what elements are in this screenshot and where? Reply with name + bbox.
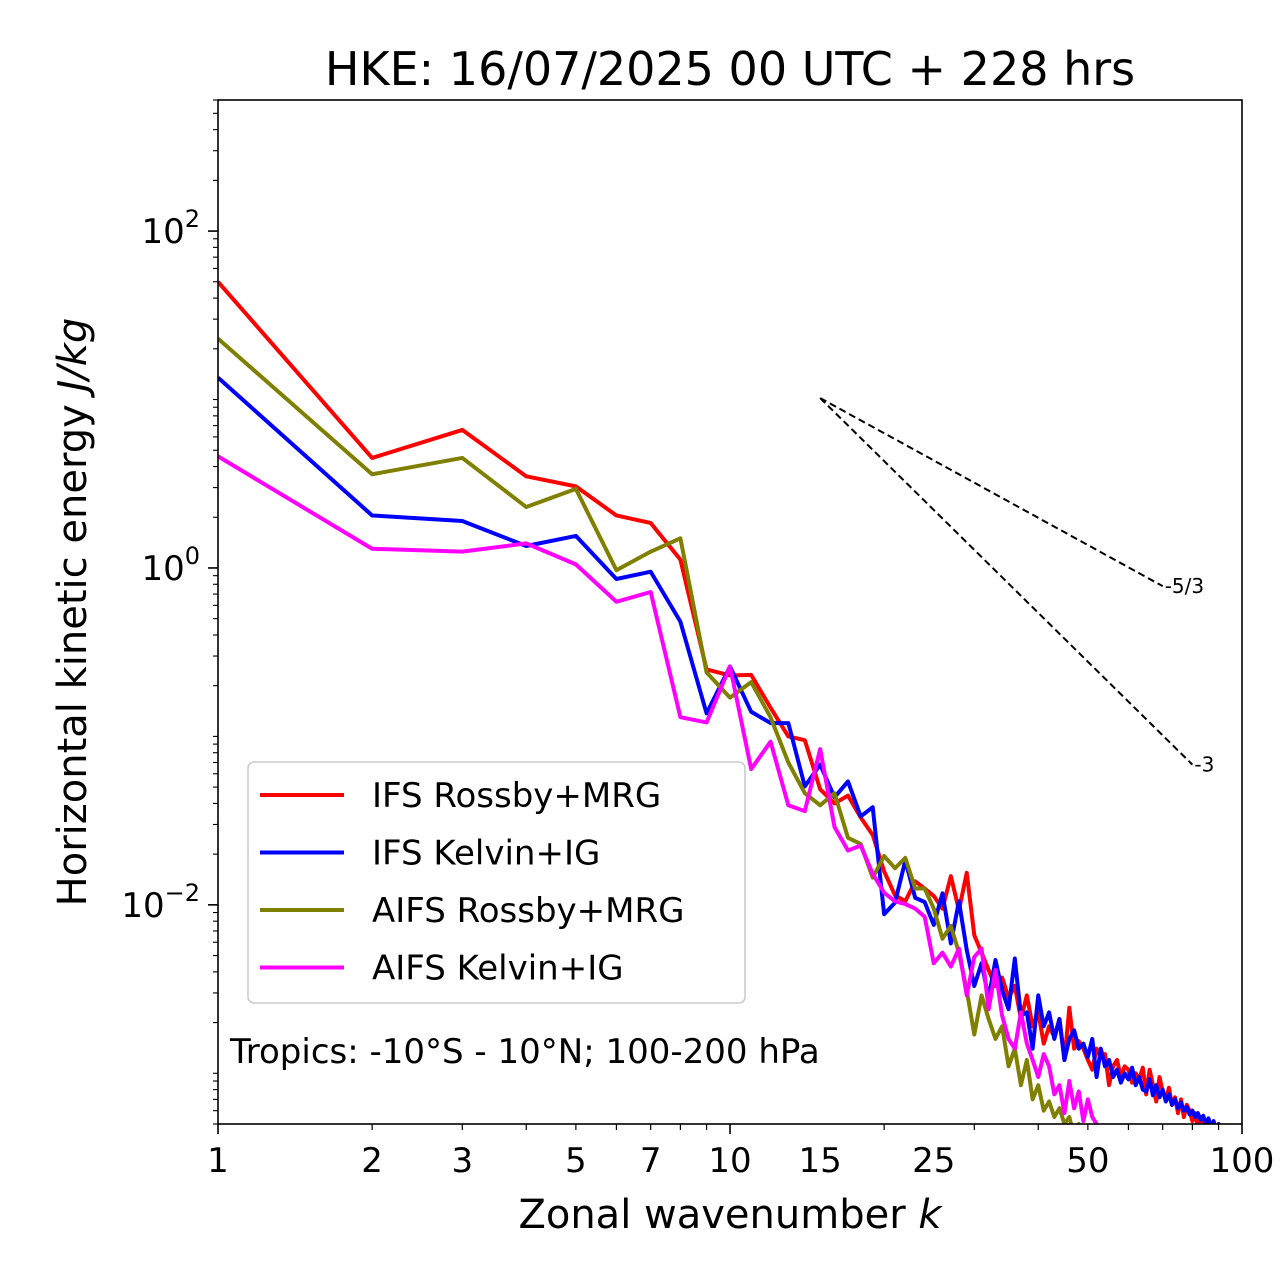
- x-tick-label: 5: [565, 1141, 587, 1181]
- slope-label: -5/3: [1165, 574, 1204, 598]
- legend-label: AIFS Rossby+MRG: [372, 891, 684, 931]
- series-line-aifs-kelvin-ig: [218, 454, 1100, 1124]
- region-annotation: Tropics: -10°S - 10°N; 100-200 hPa: [229, 1032, 820, 1072]
- legend-label: AIFS Kelvin+IG: [372, 949, 624, 989]
- series-line-aifs-rossby-mrg: [218, 337, 1081, 1124]
- x-tick-label: 1: [207, 1141, 229, 1181]
- x-tick-label: 25: [912, 1141, 955, 1181]
- x-axis-ticks: 1 2 3 5 7 10 15 25 50 100: [207, 1124, 1274, 1181]
- y-tick-label: 100: [141, 542, 200, 589]
- x-tick-label: 50: [1066, 1141, 1109, 1181]
- y-tick-label: 10−2: [121, 879, 200, 926]
- x-tick-label: 7: [640, 1141, 662, 1181]
- slope-line-3: [819, 397, 1194, 766]
- chart-title: HKE: 16/07/2025 00 UTC + 228 hrs: [325, 42, 1135, 96]
- legend-label: IFS Rossby+MRG: [372, 776, 661, 816]
- y-tick-label: 102: [141, 205, 200, 252]
- reference-slopes: -5/3 -3: [819, 397, 1214, 777]
- slope-label: -3: [1194, 753, 1214, 777]
- legend-box: [247, 761, 746, 1004]
- series-line-ifs-kelvin-ig: [218, 376, 1221, 1124]
- x-tick-label: 3: [451, 1141, 473, 1181]
- slope-line-5-3: [819, 397, 1164, 588]
- y-axis-ticks: 102 100 10−2: [121, 99, 218, 1125]
- legend: IFS Rossby+MRG IFS Kelvin+IG AIFS Rossby+M…: [247, 761, 746, 1004]
- x-tick-label: 15: [799, 1141, 842, 1181]
- x-tick-label: 10: [708, 1141, 751, 1181]
- y-axis-label: Horizontal kinetic energy J/kg: [50, 318, 96, 907]
- x-tick-label: 2: [361, 1141, 383, 1181]
- x-axis-label: Zonal wavenumber k: [518, 1192, 943, 1238]
- x-tick-label: 100: [1210, 1141, 1275, 1181]
- legend-label: IFS Kelvin+IG: [372, 834, 600, 874]
